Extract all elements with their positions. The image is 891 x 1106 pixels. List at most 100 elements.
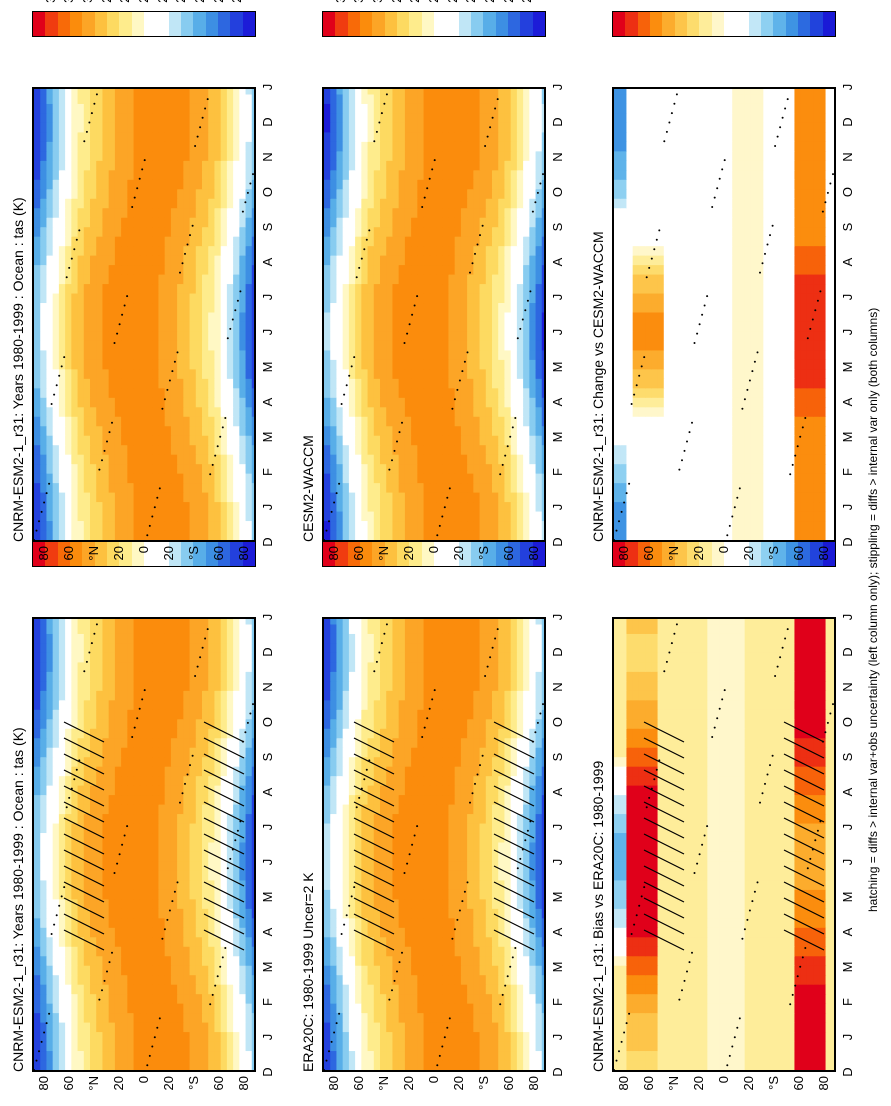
heatmap-cell [763,899,770,909]
heatmap-cell [109,795,116,805]
heatmap-cell [78,861,85,871]
heatmap-cell [158,813,165,823]
heatmap-cell [751,937,758,947]
heatmap-cell [146,662,153,672]
heatmap-cell [782,880,789,890]
heatmap-cell [720,832,727,842]
stipple-dot [219,966,221,968]
heatmap-cell [152,804,159,814]
heatmap-cell [233,1031,240,1041]
heatmap-cell [171,908,178,918]
heatmap-cell [436,899,443,909]
heatmap-cell [246,1041,253,1051]
heatmap-cell [158,624,165,634]
heatmap-cell [701,870,708,880]
heatmap-cell [115,813,122,823]
heatmap-cell [399,795,406,805]
heatmap-cell [252,1041,256,1051]
heatmap-cell [246,690,253,700]
heatmap-cell [140,899,147,909]
heatmap-cell [776,975,783,985]
heatmap-cell [411,832,418,842]
heatmap-cell [720,956,727,966]
heatmap-cell [65,918,72,928]
heatmap-cell [714,994,721,1004]
heatmap-cell [813,956,820,966]
heatmap-cell [424,671,431,681]
heatmap-cell [355,624,362,634]
stipple-dot [159,1017,161,1019]
heatmap-cell [411,918,418,928]
heatmap-cell [115,823,122,833]
heatmap-cell [614,927,621,937]
heatmap-cell [202,709,209,719]
heatmap-cell [492,870,499,880]
heatmap-cell [801,956,808,966]
heatmap-cell [529,937,536,947]
heatmap-cell [196,795,203,805]
heatmap-cell [726,937,733,947]
heatmap-cell [34,813,41,823]
heatmap-cell [763,1050,770,1060]
heatmap-cell [78,1050,85,1060]
heatmap-cell [46,728,53,738]
heatmap-cell [361,1041,368,1051]
heatmap-cell [374,956,381,966]
heatmap-cell [455,870,462,880]
heatmap-cell [252,662,256,672]
heatmap-cell [542,946,546,956]
heatmap-cell [78,908,85,918]
heatmap-cell [486,1060,493,1070]
heatmap-cell [794,795,801,805]
heatmap-cell [776,813,783,823]
heatmap-cell [511,1031,518,1041]
heatmap-cell [807,1031,814,1041]
heatmap-cell [430,681,437,691]
heatmap-cell [745,757,752,767]
heatmap-cell [134,1003,141,1013]
heatmap-cell [115,1003,122,1013]
heatmap-cell [134,747,141,757]
stipple-dot [429,708,431,710]
heatmap-cell [720,804,727,814]
heatmap-cell [726,861,733,871]
heatmap-cell [417,776,424,786]
heatmap-cell [695,937,702,947]
heatmap-cell [252,889,256,899]
heatmap-cell [651,842,658,852]
heatmap-cell [343,719,350,729]
heatmap-cell [695,785,702,795]
heatmap-cell [651,1031,658,1041]
heatmap-cell [399,984,406,994]
heatmap-cell [529,1041,536,1051]
heatmap-cell [399,757,406,767]
stipple-dot [202,647,204,649]
heatmap-cell [732,889,739,899]
heatmap-cell [214,994,221,1004]
heatmap-cell [670,1013,677,1023]
heatmap-cell [152,832,159,842]
heatmap-cell [71,1013,78,1023]
heatmap-cell [374,832,381,842]
heatmap-cell [177,671,184,681]
heatmap-cell [492,1060,499,1070]
heatmap-cell [542,975,546,985]
heatmap-cell [78,880,85,890]
heatmap-cell [417,994,424,1004]
heatmap-cell [523,965,530,975]
heatmap-cell [109,1031,116,1041]
heatmap-cell [504,766,511,776]
heatmap-cell [480,842,487,852]
heatmap-cell [221,633,228,643]
heatmap-cell [158,700,165,710]
heatmap-cell [614,994,621,1004]
heatmap-cell [90,1031,97,1041]
heatmap-cell [239,1050,246,1060]
heatmap-cell [430,690,437,700]
heatmap-cell [380,1041,387,1051]
heatmap-cell [751,927,758,937]
heatmap-cell [227,1050,234,1060]
heatmap-cell [127,1022,134,1032]
heatmap-cell [486,804,493,814]
heatmap-cell [511,652,518,662]
